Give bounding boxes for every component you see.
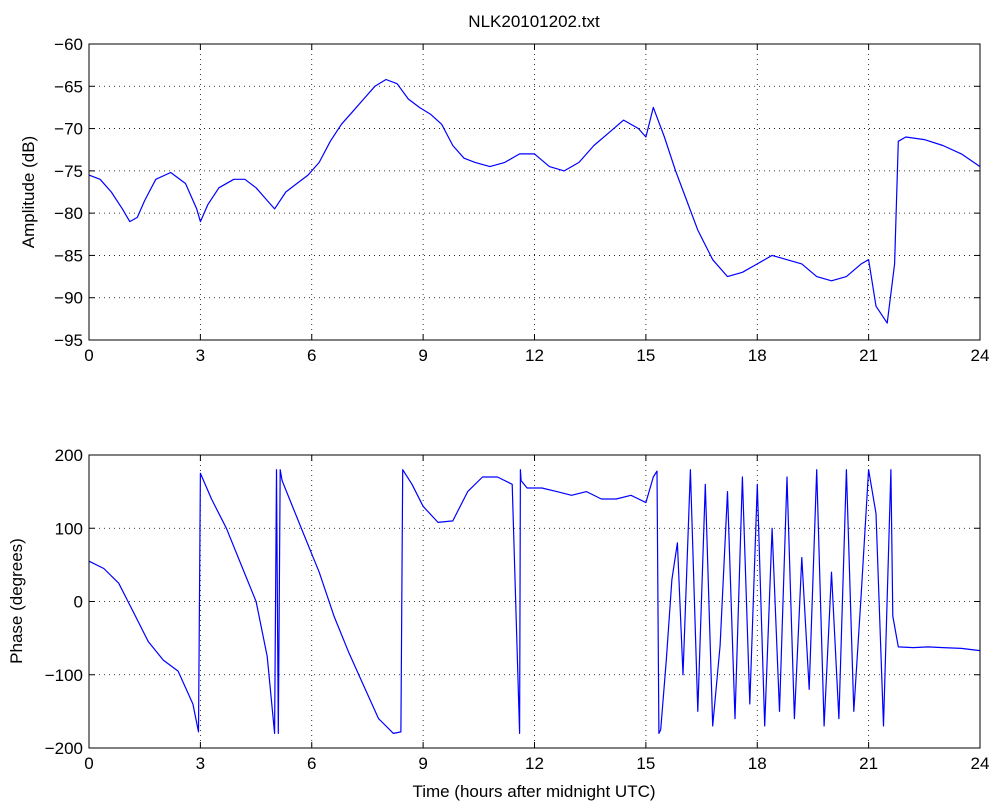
phase-y-tick-label: 0 [74, 593, 83, 612]
phase-panel: 0 3 6 9 12 15 18 21 24 −200 −100 0 100 200 Phase (deg… [7, 446, 989, 801]
amplitude-panel: 0 3 6 9 12 15 18 21 24 −95 −90 −85 −80 −75 −70 −65 −60 A… [19, 35, 989, 365]
phase-y-tick-label: −100 [45, 666, 83, 685]
amplitude-y-tick-label: −80 [54, 204, 83, 223]
phase-x-tick-label: 3 [196, 754, 205, 773]
amplitude-y-tick-label: −90 [54, 289, 83, 308]
amplitude-x-tick-label: 0 [84, 346, 93, 365]
phase-y-axis-label: Phase (degrees) [7, 538, 26, 664]
phase-x-tick-label: 15 [636, 754, 655, 773]
phase-ticks: 0 3 6 9 12 15 18 21 24 −200 −100 0 100 200 [45, 446, 990, 773]
amplitude-y-tick-label: −65 [54, 77, 83, 96]
amplitude-ticks: 0 3 6 9 12 15 18 21 24 −95 −90 −85 −80 −75 −70 −65 −60 [54, 35, 989, 365]
phase-series [88, 469, 981, 735]
amplitude-x-tick-label: 6 [307, 346, 316, 365]
amplitude-x-tick-label: 12 [525, 346, 544, 365]
amplitude-y-tick-label: −60 [54, 35, 83, 54]
amplitude-y-tick-label: −75 [54, 162, 83, 181]
amplitude-x-tick-label: 9 [418, 346, 427, 365]
amplitude-y-tick-label: −95 [54, 331, 83, 350]
amplitude-y-tick-label: −70 [54, 120, 83, 139]
amplitude-series [88, 78, 981, 324]
phase-grid [89, 455, 980, 748]
amplitude-plot-area [89, 44, 980, 340]
phase-x-tick-label: 18 [748, 754, 767, 773]
amplitude-x-tick-label: 24 [971, 346, 990, 365]
phase-y-tick-label: 200 [55, 446, 83, 465]
figure-title: NLK20101202.txt [468, 12, 600, 31]
amplitude-series-line [88, 78, 981, 324]
amplitude-x-tick-label: 15 [636, 346, 655, 365]
phase-x-tick-label: 6 [307, 754, 316, 773]
phase-x-axis-label: Time (hours after midnight UTC) [412, 782, 655, 801]
amplitude-grid [89, 44, 980, 340]
phase-x-tick-label: 0 [84, 754, 93, 773]
amplitude-y-tick-label: −85 [54, 246, 83, 265]
phase-x-tick-label: 12 [525, 754, 544, 773]
phase-x-tick-label: 9 [418, 754, 427, 773]
amplitude-x-tick-label: 3 [196, 346, 205, 365]
phase-y-tick-label: 100 [55, 519, 83, 538]
amplitude-x-tick-label: 21 [859, 346, 878, 365]
phase-x-tick-label: 21 [859, 754, 878, 773]
amplitude-x-tick-label: 18 [748, 346, 767, 365]
amplitude-y-axis-label: Amplitude (dB) [19, 136, 38, 248]
phase-series-line [88, 469, 981, 735]
phase-x-tick-label: 24 [971, 754, 990, 773]
phase-y-tick-label: −200 [45, 739, 83, 758]
